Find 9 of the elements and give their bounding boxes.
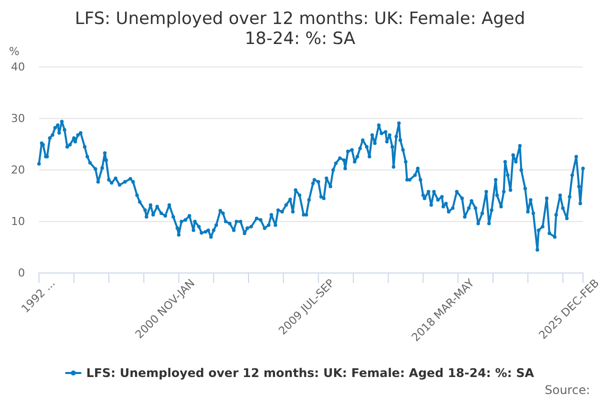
legend-label: LFS: Unemployed over 12 months: UK: Female: Aged 18-24: %: SA (86, 366, 535, 380)
chart-title: LFS: Unemployed over 12 months: UK: Female: Aged 18-24: %: SA (74, 9, 526, 49)
y-tick-label: 40 (11, 60, 25, 74)
y-tick-label: 10 (11, 215, 25, 228)
y-tick-label: 20 (11, 164, 25, 177)
source-note: Source: (544, 383, 590, 397)
y-tick-label: 0 (18, 266, 25, 280)
y-tick-label: 30 (11, 112, 25, 126)
y-axis-title: % (9, 45, 20, 58)
